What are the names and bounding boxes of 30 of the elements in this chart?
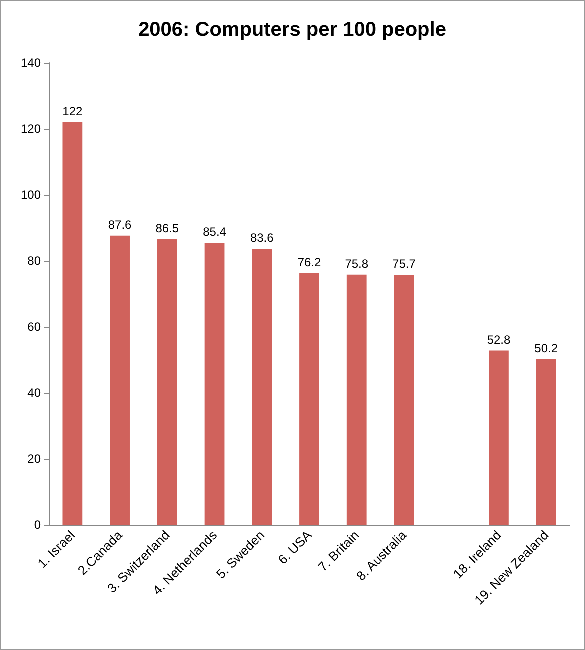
bar [300,274,320,525]
bar [489,350,509,525]
x-tick-label: 6. USA [275,527,316,568]
y-tick-label: 0 [34,518,42,532]
bar [536,359,556,525]
bar [204,243,225,525]
data-label: 86.5 [156,222,180,236]
bar [157,240,178,525]
bar [394,275,414,525]
data-label: 76.2 [298,256,322,270]
y-tick-label: 140 [20,56,42,70]
bar [252,249,272,525]
y-tick-label: 120 [20,122,42,136]
data-label: 85.4 [203,225,227,240]
data-label: 87.6 [108,218,132,232]
y-tick-label: 100 [20,188,42,202]
bar [62,122,83,525]
chart-title: 2006: Computers per 100 people [138,19,446,41]
data-label: 83.6 [250,231,274,246]
y-tick-label: 40 [28,386,42,400]
data-label: 122 [62,104,84,118]
data-label: 75.8 [345,256,369,271]
bar [110,236,130,525]
y-tick-label: 20 [28,452,42,466]
data-label: 52.8 [487,332,511,347]
y-tick-label: 60 [28,320,42,334]
data-label: 75.7 [392,257,416,272]
bar [346,274,367,525]
y-tick-label: 80 [28,254,42,268]
data-label: 50.2 [534,341,558,356]
